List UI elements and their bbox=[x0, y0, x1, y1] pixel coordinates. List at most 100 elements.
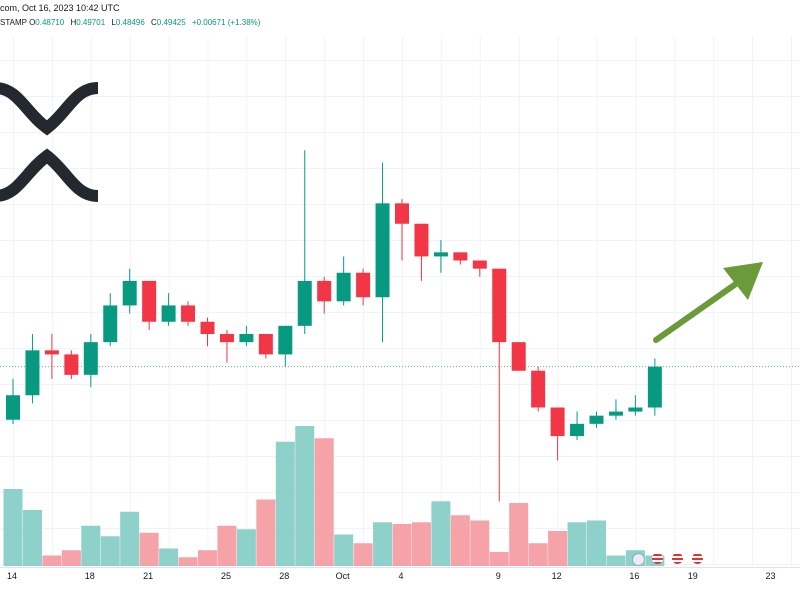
candle-body bbox=[317, 280, 332, 302]
candle-body bbox=[83, 342, 98, 375]
us-flag-icon[interactable] bbox=[692, 553, 703, 564]
candle-body bbox=[647, 366, 662, 408]
candle-body bbox=[453, 252, 468, 261]
candle-body bbox=[492, 268, 507, 343]
close-key: C bbox=[151, 18, 157, 27]
x-tick-label: 19 bbox=[688, 571, 698, 581]
x-tick-label: 23 bbox=[766, 571, 776, 581]
open-value: 0.48710 bbox=[35, 18, 65, 27]
volume-bar bbox=[275, 441, 295, 566]
volume-bar bbox=[178, 557, 198, 566]
volume-bar bbox=[489, 552, 509, 566]
us-flag-icon[interactable] bbox=[672, 553, 683, 564]
candle-body bbox=[142, 280, 157, 322]
grid bbox=[0, 36, 800, 568]
volume-bar bbox=[159, 548, 179, 566]
candle-body bbox=[375, 203, 390, 298]
high-value: 0.49701 bbox=[76, 18, 106, 27]
candle-body bbox=[200, 321, 215, 334]
candle-body bbox=[531, 370, 546, 408]
volume-bar bbox=[22, 510, 42, 566]
volume-bar bbox=[236, 529, 256, 566]
low-key: L bbox=[111, 18, 116, 27]
x-tick-label: 4 bbox=[398, 571, 403, 581]
open-key: O bbox=[29, 18, 36, 27]
lightning-icon[interactable] bbox=[632, 553, 645, 566]
volume-bar bbox=[528, 543, 548, 566]
candle-body bbox=[25, 350, 40, 396]
volume-bar bbox=[217, 525, 237, 566]
chart-header: com, Oct 16, 2023 10:42 UTC STAMP O0.487… bbox=[0, 0, 800, 36]
x-axis: 14 18 21 25 28 Oct 4 9 12 16 19 23 bbox=[7, 571, 776, 581]
x-tick-label: 9 bbox=[496, 571, 501, 581]
xrp-logo-icon bbox=[0, 82, 99, 202]
volume-bar bbox=[567, 522, 587, 566]
candle-body bbox=[511, 342, 526, 371]
candle-body bbox=[161, 305, 176, 322]
high-key: H bbox=[70, 18, 77, 27]
candle-body bbox=[103, 305, 118, 343]
close-value: 0.49425 bbox=[156, 18, 186, 27]
candle-body bbox=[608, 411, 623, 416]
candle-body bbox=[122, 280, 137, 306]
volume-bars bbox=[3, 426, 665, 566]
volume-bar bbox=[295, 426, 315, 566]
volume-bar bbox=[450, 515, 470, 566]
up-arrow-icon bbox=[653, 262, 763, 343]
candle-body bbox=[472, 260, 487, 269]
volume-bar bbox=[606, 555, 626, 566]
x-tick-label: 25 bbox=[221, 571, 231, 581]
candle-body bbox=[219, 334, 234, 343]
x-tick-label: 18 bbox=[85, 571, 95, 581]
candle-body bbox=[278, 325, 293, 355]
candle-body bbox=[589, 415, 604, 424]
volume-bar bbox=[373, 522, 393, 566]
candle-body bbox=[356, 272, 371, 298]
volume-bar bbox=[139, 532, 159, 566]
volume-bar bbox=[353, 543, 373, 566]
candle-body bbox=[6, 395, 20, 420]
volume-bar bbox=[3, 489, 23, 566]
candle-body bbox=[570, 423, 585, 437]
candle-body bbox=[258, 334, 273, 355]
volume-bar bbox=[81, 525, 101, 566]
candle-body bbox=[414, 223, 429, 257]
candle-body bbox=[44, 350, 59, 355]
candle-body bbox=[239, 334, 254, 343]
volume-bar bbox=[198, 550, 217, 566]
candle-body bbox=[336, 272, 351, 302]
candle-body bbox=[64, 354, 79, 375]
volume-bar bbox=[42, 555, 62, 566]
symbol-date-line: com, Oct 16, 2023 10:42 UTC bbox=[0, 3, 120, 13]
candle-body bbox=[181, 305, 196, 322]
volume-bar bbox=[470, 520, 490, 566]
volume-bar bbox=[392, 524, 412, 566]
x-tick-label: 21 bbox=[143, 571, 153, 581]
volume-bar bbox=[548, 531, 568, 566]
exchange-label: STAMP bbox=[0, 18, 27, 27]
us-flag-icon[interactable] bbox=[652, 553, 663, 564]
x-tick-label: 12 bbox=[552, 571, 562, 581]
low-value: 0.48496 bbox=[115, 18, 145, 27]
volume-bar bbox=[334, 534, 354, 566]
candle-body bbox=[297, 280, 312, 326]
volume-bar bbox=[509, 503, 529, 566]
x-tick-label: 28 bbox=[279, 571, 289, 581]
ohlc-line: STAMP O0.48710 H0.49701 L0.48496 C0.4942… bbox=[0, 18, 264, 27]
x-tick-label: 14 bbox=[7, 571, 17, 581]
candles bbox=[6, 150, 662, 502]
x-tick-label: 16 bbox=[629, 571, 639, 581]
volume-bar bbox=[314, 438, 334, 566]
volume-bar bbox=[431, 501, 451, 566]
candle-body bbox=[433, 252, 448, 257]
volume-bar bbox=[61, 550, 81, 566]
volume-bar bbox=[256, 499, 276, 566]
candle-body bbox=[395, 203, 409, 224]
candle-body bbox=[628, 407, 643, 412]
volume-bar bbox=[411, 522, 431, 566]
volume-bar bbox=[100, 536, 120, 566]
change-value: +0.00671 (+1.38%) bbox=[191, 18, 261, 27]
volume-bar bbox=[120, 511, 140, 566]
volume-bar bbox=[587, 520, 606, 566]
